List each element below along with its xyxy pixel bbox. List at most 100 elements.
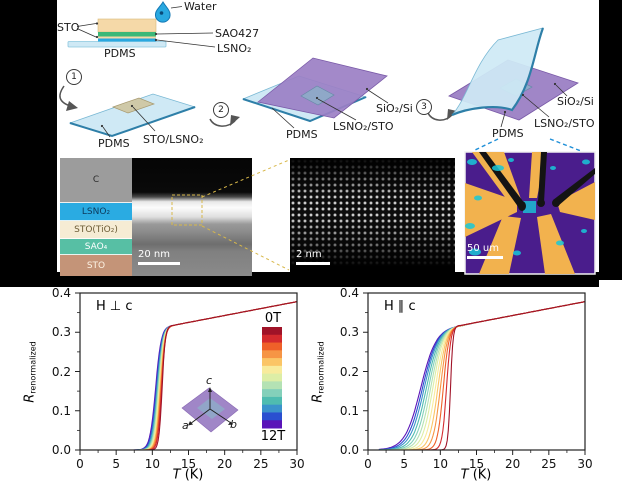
inset-c-label: c — [206, 374, 213, 387]
stage3-wafer-label: SiO₂/Si — [376, 102, 413, 115]
stage3-schematic — [241, 57, 389, 129]
step2-number: 2 — [218, 105, 224, 115]
sao427-layer — [98, 32, 156, 37]
tem-scale-label: 20 nm — [138, 249, 170, 260]
stage4-pdms-peeling-sheet — [451, 27, 544, 116]
y-tick-label: 0.4 — [51, 286, 71, 300]
layer-label: LSNO₂ — [81, 206, 111, 217]
stage4-film-label: LSNO₂/STO — [534, 117, 595, 130]
colorbar-segment — [262, 373, 282, 382]
electrode-pad — [537, 214, 575, 274]
right-x-axis-label: T (K) — [460, 467, 492, 483]
y-tick-label: 0.3 — [339, 325, 359, 340]
left-x-axis-label: T (K) — [172, 467, 204, 483]
colorbar-segment — [262, 334, 282, 344]
colorbar-bottom-label: 12T — [260, 428, 286, 444]
colorbar-segment — [262, 365, 282, 375]
step2-arrow — [209, 118, 236, 127]
x-tick-label: 0 — [364, 457, 372, 471]
zoom-link-lines-blue — [472, 138, 582, 152]
x-tick-label: 15 — [468, 457, 485, 471]
hrtem-scale-label: 2 nm — [296, 249, 322, 260]
membrane-patches — [465, 158, 590, 256]
pdms-stack-label: PDMS — [104, 47, 136, 60]
rt-curve-9T — [378, 301, 586, 451]
stage4-wafer-sheet — [448, 59, 579, 121]
stage3-pdms-sheet — [241, 75, 368, 122]
y-tick-label: 0.0 — [51, 443, 71, 457]
sto-spacer-layer — [98, 36, 156, 39]
hrtem-lattice-image — [290, 158, 455, 272]
stage4-film-leader — [523, 95, 550, 118]
stage3-pdms-leader — [271, 107, 295, 129]
membrane-channel — [523, 201, 536, 213]
black-border-left — [0, 0, 57, 287]
layer-label: SAO₄ — [84, 241, 108, 252]
optical-scale-label: 50 um — [467, 243, 499, 254]
x-tick-label: 10 — [432, 457, 448, 471]
optical-scale-bar — [467, 256, 503, 259]
rt-curve-11T — [378, 301, 586, 451]
stage2-pdms-label: PDMS — [98, 137, 130, 150]
right-y-axis-label: Rrenormalized — [310, 341, 326, 403]
tem-layer-legend: C LSNO₂ STO(TiO₂) SAO₄ STO — [60, 158, 132, 276]
step1-arrowhead — [66, 101, 78, 111]
stage4-wafer-label: SiO₂/Si — [557, 95, 594, 108]
x-tick-label: 20 — [505, 457, 521, 471]
stage3-membrane-square — [300, 85, 335, 106]
rt-curve-5T — [378, 301, 586, 451]
stage2-schematic — [68, 93, 197, 138]
step3-arrowhead — [447, 109, 457, 120]
electrode-pad — [465, 183, 517, 237]
rt-curve-2T — [378, 301, 586, 451]
lsno2-layer — [98, 38, 156, 42]
x-tick-label: 30 — [577, 457, 593, 471]
layer-band-sao: SAO₄ — [60, 239, 132, 255]
electrode-pad — [529, 152, 546, 198]
x-tick-label: 0 — [76, 457, 84, 471]
rt-curve-1T — [378, 301, 586, 451]
colorbar-segment — [262, 350, 282, 359]
x-tick-label: 15 — [180, 457, 197, 471]
layer-band-sto-tio2: STO(TiO₂) — [60, 221, 132, 239]
sto-substrate-block — [97, 18, 157, 33]
stage3-wafer-sheet — [257, 57, 388, 119]
x-tick-label: 30 — [289, 457, 305, 471]
rt-curve-4T — [378, 301, 586, 451]
stage3-film-label: LSNO₂/STO — [333, 120, 394, 133]
x-tick-label: 20 — [217, 457, 233, 471]
step3-badge: 3 — [416, 99, 432, 115]
inset-a-label: a — [182, 419, 189, 432]
sto-leader-lines — [76, 23, 97, 38]
step2-badge: 2 — [213, 102, 229, 118]
left-y-axis-label: Rrenormalized — [22, 341, 38, 403]
rt-curve-8T — [378, 301, 586, 451]
water-droplet-dot — [159, 11, 164, 15]
layer-label: C — [92, 175, 100, 185]
layer-band-sto: STO — [60, 255, 132, 276]
x-tick-label: 25 — [253, 457, 269, 471]
x-tick-label: 25 — [541, 457, 557, 471]
x-tick-label: 5 — [400, 457, 408, 471]
colorbar-segment — [262, 404, 282, 413]
sao427-leader-line — [156, 32, 214, 35]
left-chart-annotation: H ⊥ c — [96, 299, 133, 314]
step1-number: 1 — [71, 72, 77, 82]
stage3-film-leader — [317, 98, 357, 121]
inset-axes — [189, 390, 232, 425]
colorbar-segment — [262, 420, 282, 429]
water-leader-line — [170, 6, 183, 9]
rt-curve-7T — [378, 301, 586, 451]
lsno2-label: LSNO₂ — [217, 42, 252, 55]
rt-curve-10T — [378, 301, 586, 451]
y-tick-label: 0.2 — [51, 364, 71, 379]
stage4-pdms-edge — [451, 27, 545, 117]
sto-label: STO — [57, 21, 80, 34]
inset-membrane-diamond — [197, 398, 225, 419]
rt-curve-3T — [378, 301, 586, 451]
stage3-pdms-edge — [242, 96, 367, 123]
colorbar-segment — [262, 381, 282, 390]
stage2-film-label: STO/LSNO₂ — [143, 133, 204, 146]
layer-band-c: C — [60, 158, 132, 203]
electrode-pad — [472, 152, 521, 204]
